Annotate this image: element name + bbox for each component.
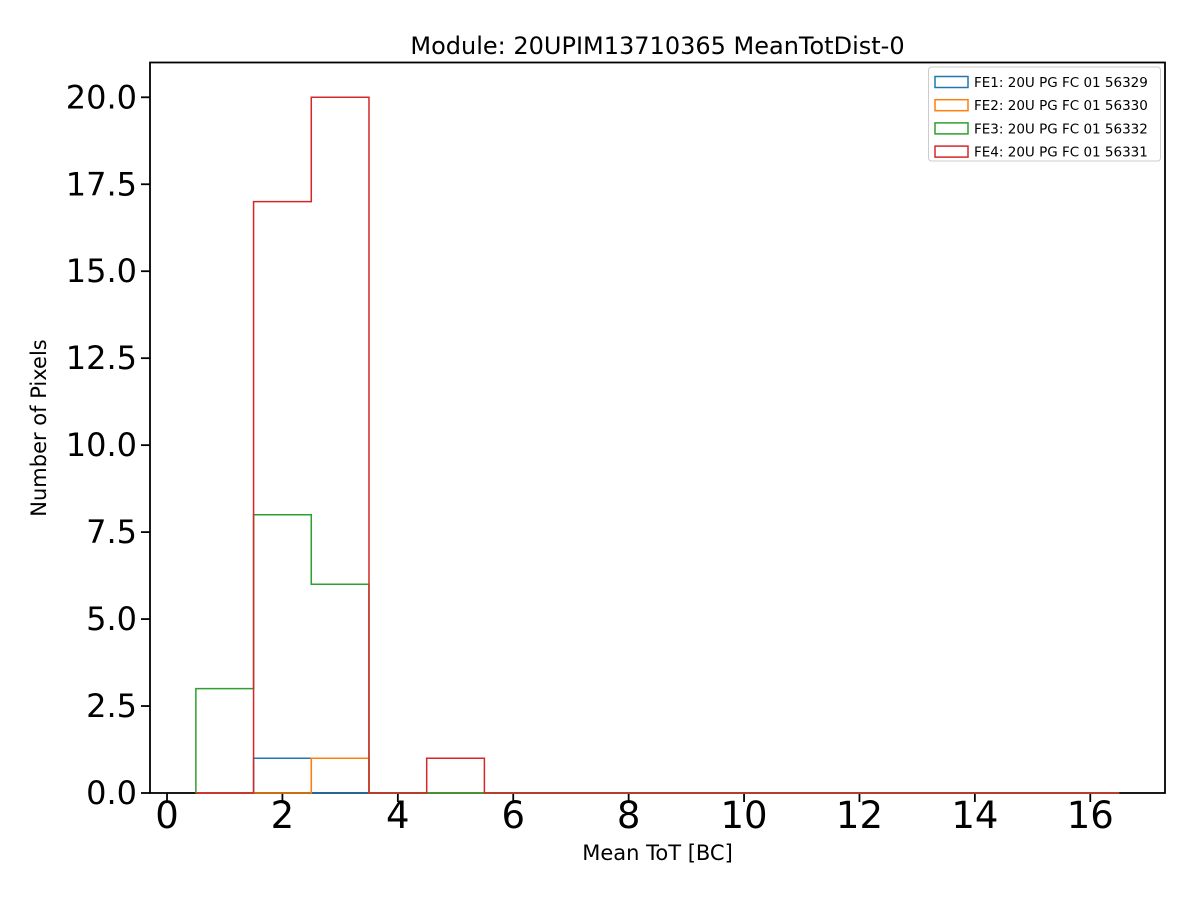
x-tick-label: 8 (617, 794, 641, 837)
x-tick-label: 0 (155, 794, 179, 837)
y-tick-label: 17.5 (66, 165, 137, 203)
y-tick-label: 7.5 (86, 513, 137, 551)
x-tick-label: 6 (501, 794, 525, 837)
y-tick-label: 0.0 (86, 774, 137, 812)
y-axis-label: Number of Pixels (27, 339, 51, 516)
x-tick-label: 16 (1067, 794, 1114, 837)
chart-title: Module: 20UPIM13710365 MeanTotDist-0 (410, 32, 904, 60)
series-FE4 (195, 96, 1120, 794)
plot-area (149, 61, 1166, 794)
x-tick-label: 12 (836, 794, 883, 837)
legend-label-FE2: FE2: 20U PG FC 01 56330 (974, 98, 1148, 114)
legend-swatch-FE4 (934, 145, 969, 158)
y-tick-label: 12.5 (66, 339, 137, 377)
series-FE3 (195, 513, 1120, 794)
y-tick-label: 15.0 (66, 252, 137, 290)
histogram-series (195, 96, 1120, 794)
x-tick-label: 2 (271, 794, 295, 837)
y-tick-label: 2.5 (86, 687, 137, 725)
legend-label-FE1: FE1: 20U PG FC 01 56329 (974, 75, 1148, 91)
legend-swatch-FE2 (934, 98, 969, 112)
legend-label-FE4: FE4: 20U PG FC 01 56331 (974, 145, 1148, 161)
series-FE1 (195, 757, 1120, 794)
x-tick-label: 10 (721, 794, 768, 837)
y-tick-label: 20.0 (66, 78, 137, 116)
axis-ticks: 0 2 4 6 8 10 12 14 16 0.0 2.5 5.0 7.5 10.0 12.5 15.0 17.… (66, 78, 1114, 837)
legend: FE1: 20U PG FC 01 56329 FE2: 20U PG FC 01… (928, 66, 1161, 162)
x-axis-label: Mean ToT [BC] (582, 841, 733, 865)
series-FE2 (195, 757, 1120, 794)
x-tick-label: 4 (386, 794, 410, 837)
legend-box (928, 66, 1161, 162)
x-tick-label: 14 (951, 794, 998, 837)
legend-swatch-FE3 (934, 122, 969, 135)
legend-swatch-FE1 (934, 75, 969, 89)
y-tick-label: 10.0 (66, 426, 137, 464)
legend-label-FE3: FE3: 20U PG FC 01 56332 (974, 121, 1148, 137)
y-tick-label: 5.0 (86, 600, 137, 638)
